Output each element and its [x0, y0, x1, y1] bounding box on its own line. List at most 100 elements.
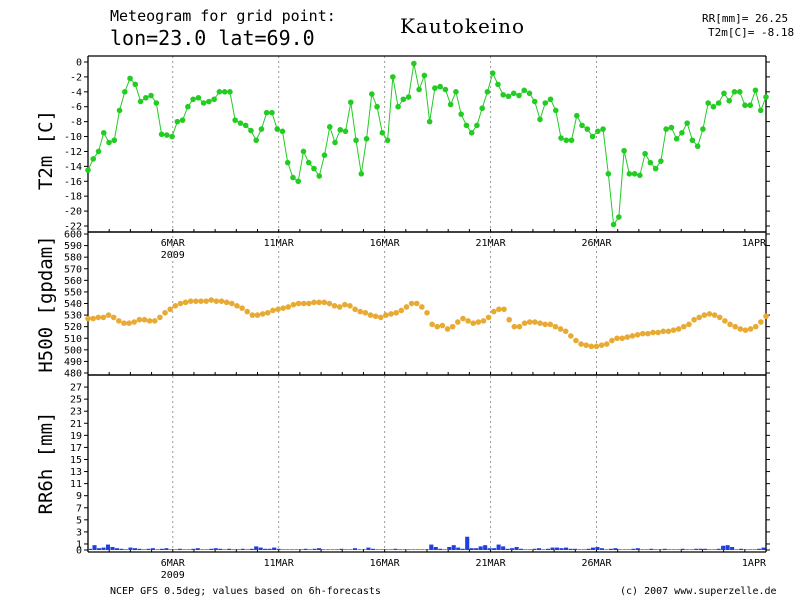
h500-point — [352, 306, 358, 313]
t2m-point — [558, 135, 564, 141]
y-tick-label: -18 — [64, 192, 82, 203]
rr6h-bar — [577, 549, 582, 550]
h500-point — [701, 312, 708, 318]
h500-point — [619, 335, 625, 342]
t2m-point — [495, 81, 501, 88]
h500-point — [105, 312, 112, 318]
rr6h-bar — [240, 548, 245, 550]
y-tick-label: 25 — [70, 395, 82, 406]
rr6h-bar — [312, 548, 317, 550]
rr6h-bar — [110, 546, 115, 550]
t2m-point — [589, 133, 596, 140]
h500-point — [547, 321, 554, 328]
y-tick-label: 19 — [70, 431, 82, 442]
year-label-bottom: 2009 — [161, 570, 185, 581]
h500-point — [490, 308, 497, 315]
rr6h-bar — [626, 549, 631, 550]
t2m-point — [595, 128, 601, 135]
h500-point — [691, 316, 697, 323]
h500-point — [264, 309, 271, 316]
h500-point — [177, 300, 184, 307]
t2m-mean-label: T2m[C]= -8.18 — [708, 26, 794, 39]
rr6h-bar — [352, 548, 358, 550]
t2m-point — [510, 90, 517, 97]
rr6h-bar — [204, 549, 209, 550]
rr6h-bar — [586, 548, 591, 550]
t2m-point — [505, 93, 512, 100]
rr6h-bar — [406, 549, 411, 550]
t2m-point — [652, 165, 659, 172]
h500-point — [521, 320, 528, 326]
t2m-point — [164, 132, 170, 138]
h500-point — [727, 321, 733, 328]
rr6h-bar — [748, 549, 753, 550]
h500-point — [557, 326, 564, 332]
t2m-point — [447, 101, 454, 108]
t2m-point — [121, 89, 128, 95]
h500-point — [182, 299, 189, 306]
rr6h-bar — [608, 548, 613, 550]
rr6h-bar — [559, 548, 564, 550]
t2m-point — [116, 107, 123, 114]
rr6h-bar — [285, 549, 290, 550]
h500-point — [388, 311, 394, 317]
rr6h-bar — [218, 548, 223, 550]
t2m-point — [321, 152, 328, 158]
rr6h-bar — [474, 548, 479, 550]
t2m-point — [269, 109, 275, 116]
t2m-point — [190, 96, 196, 103]
h500-point — [496, 306, 502, 313]
t2m-point — [137, 98, 144, 105]
t2m-point — [432, 85, 438, 91]
t2m-point — [426, 118, 433, 125]
h500-point — [444, 326, 451, 332]
rr6h-bar — [649, 548, 654, 550]
h500-point — [578, 341, 584, 347]
t2m-point — [305, 159, 312, 166]
h500-point — [670, 327, 677, 333]
h500-point — [85, 315, 91, 322]
rr6h-bar — [640, 549, 645, 550]
t2m-point — [715, 100, 722, 106]
rr6h-bar — [254, 546, 259, 550]
t2m-point — [347, 99, 354, 106]
h500-point — [660, 328, 667, 335]
rr6h-bar — [272, 547, 277, 550]
rr6h-bar — [456, 547, 461, 550]
t2m-point — [542, 100, 549, 106]
h500-point — [722, 318, 728, 324]
rr6h-bar — [617, 549, 622, 550]
h500-point — [342, 301, 348, 308]
rr6h-bar — [186, 549, 191, 550]
rr6h-bar — [622, 549, 627, 550]
rr6h-bar — [572, 548, 578, 550]
h500-point — [711, 312, 718, 318]
h500-point — [229, 300, 235, 307]
h500-point — [485, 314, 492, 321]
x-tick-label-bottom: 1APR — [742, 558, 767, 569]
rr6h-bar — [236, 549, 241, 550]
rr6h-bar — [200, 549, 205, 550]
rr6h-bar — [150, 548, 155, 550]
rr6h-bar — [177, 548, 182, 550]
rr6h-bar — [519, 548, 524, 550]
h500-point — [100, 314, 107, 321]
rr6h-bar — [478, 546, 483, 550]
y-tick-label: 550 — [64, 287, 82, 298]
h500-point — [259, 311, 266, 317]
h500-point — [383, 312, 389, 318]
rr6h-bar — [523, 549, 528, 550]
rr6h-bar — [680, 548, 685, 550]
h500-point — [429, 321, 435, 328]
y-tick-label: 500 — [64, 345, 82, 356]
y-tick-label: 7 — [76, 503, 82, 514]
t2m-point — [705, 100, 711, 106]
t2m-point — [390, 74, 396, 80]
rr6h-bar — [635, 548, 640, 550]
h500-point — [763, 313, 769, 320]
rr6h-bar — [348, 549, 353, 550]
t2m-point — [421, 72, 428, 79]
t2m-point — [442, 86, 449, 93]
rr6h-bar — [339, 548, 344, 550]
